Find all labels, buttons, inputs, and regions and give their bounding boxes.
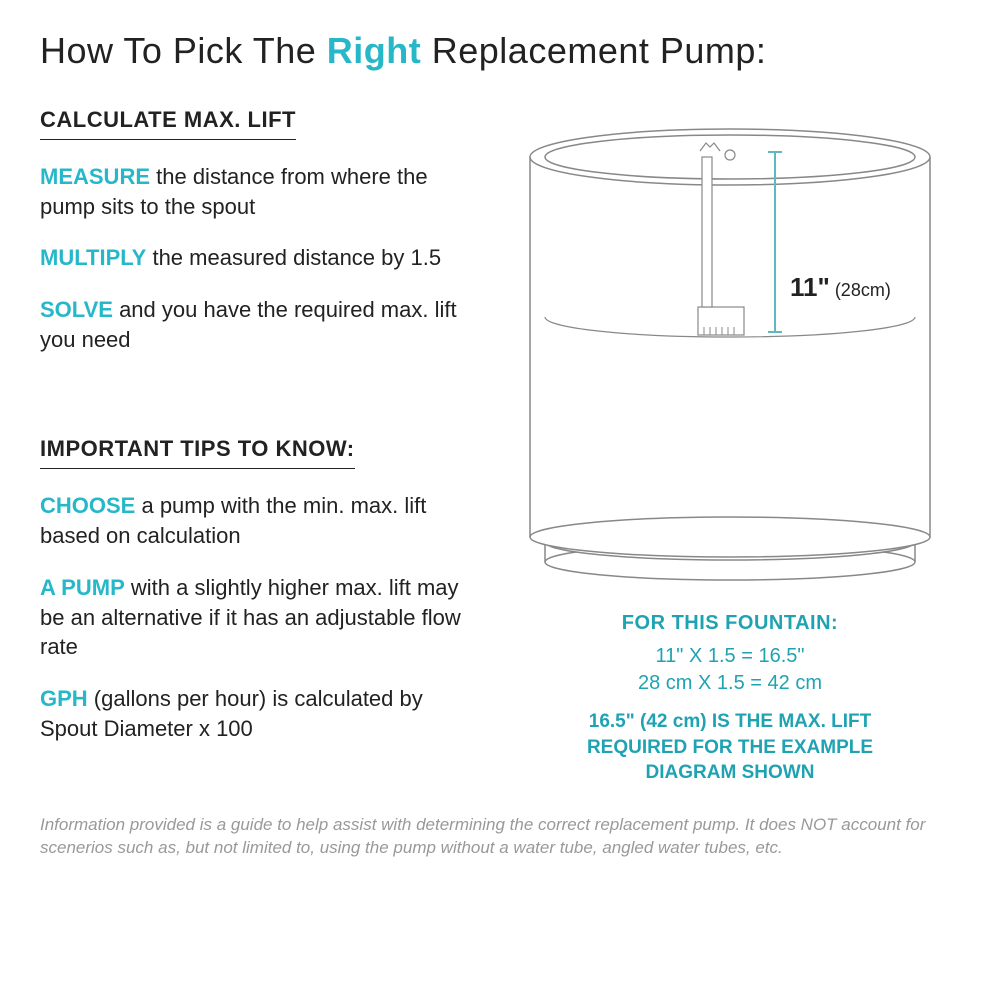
tip-kw: GPH <box>40 686 88 711</box>
result-line-2: REQUIRED FOR THE EXAMPLE <box>500 735 960 761</box>
tip-kw: CHOOSE <box>40 493 135 518</box>
page-title: How To Pick The Right Replacement Pump: <box>40 30 960 72</box>
step-solve: SOLVE and you have the required max. lif… <box>40 295 470 354</box>
calc-result: 16.5" (42 cm) IS THE MAX. LIFT REQUIRED … <box>500 709 960 786</box>
title-pre: How To Pick The <box>40 30 327 71</box>
step-kw: MEASURE <box>40 164 150 189</box>
tip-choose: CHOOSE a pump with the min. max. lift ba… <box>40 491 470 550</box>
tip-text: (gallons per hour) is calculated by Spou… <box>40 686 423 741</box>
title-post: Replacement Pump: <box>421 30 766 71</box>
left-column: CALCULATE MAX. LIFT MEASURE the distance… <box>40 107 470 786</box>
tip-kw: A PUMP <box>40 575 125 600</box>
calculation-box: FOR THIS FOUNTAIN: 11" X 1.5 = 16.5" 28 … <box>500 612 960 786</box>
measurement-sub: (28cm) <box>830 280 891 300</box>
step-multiply: MULTIPLY the measured distance by 1.5 <box>40 243 470 273</box>
disclaimer-text: Information provided is a guide to help … <box>40 814 960 860</box>
right-column: 11" (28cm) FOR THIS FOUNTAIN: 11" X 1.5 … <box>500 107 960 786</box>
result-line-3: DIAGRAM SHOWN <box>500 760 960 786</box>
main-layout: CALCULATE MAX. LIFT MEASURE the distance… <box>40 107 960 786</box>
step-text: the measured distance by 1.5 <box>146 245 441 270</box>
tips-heading: IMPORTANT TIPS TO KNOW: <box>40 436 355 469</box>
tip-apump: A PUMP with a slightly higher max. lift … <box>40 573 470 662</box>
measurement-main: 11" <box>790 272 830 302</box>
step-kw: SOLVE <box>40 297 113 322</box>
calc-line-2: 28 cm X 1.5 = 42 cm <box>500 672 960 695</box>
result-line-1: 16.5" (42 cm) IS THE MAX. LIFT <box>500 709 960 735</box>
step-measure: MEASURE the distance from where the pump… <box>40 162 470 221</box>
measurement-label: 11" (28cm) <box>790 272 891 303</box>
calc-heading: FOR THIS FOUNTAIN: <box>500 612 960 635</box>
title-accent: Right <box>327 30 421 71</box>
tip-gph: GPH (gallons per hour) is calculated by … <box>40 684 470 743</box>
calc-line-1: 11" X 1.5 = 16.5" <box>500 645 960 668</box>
calc-heading: CALCULATE MAX. LIFT <box>40 107 296 140</box>
fountain-diagram <box>500 107 960 587</box>
step-kw: MULTIPLY <box>40 245 146 270</box>
